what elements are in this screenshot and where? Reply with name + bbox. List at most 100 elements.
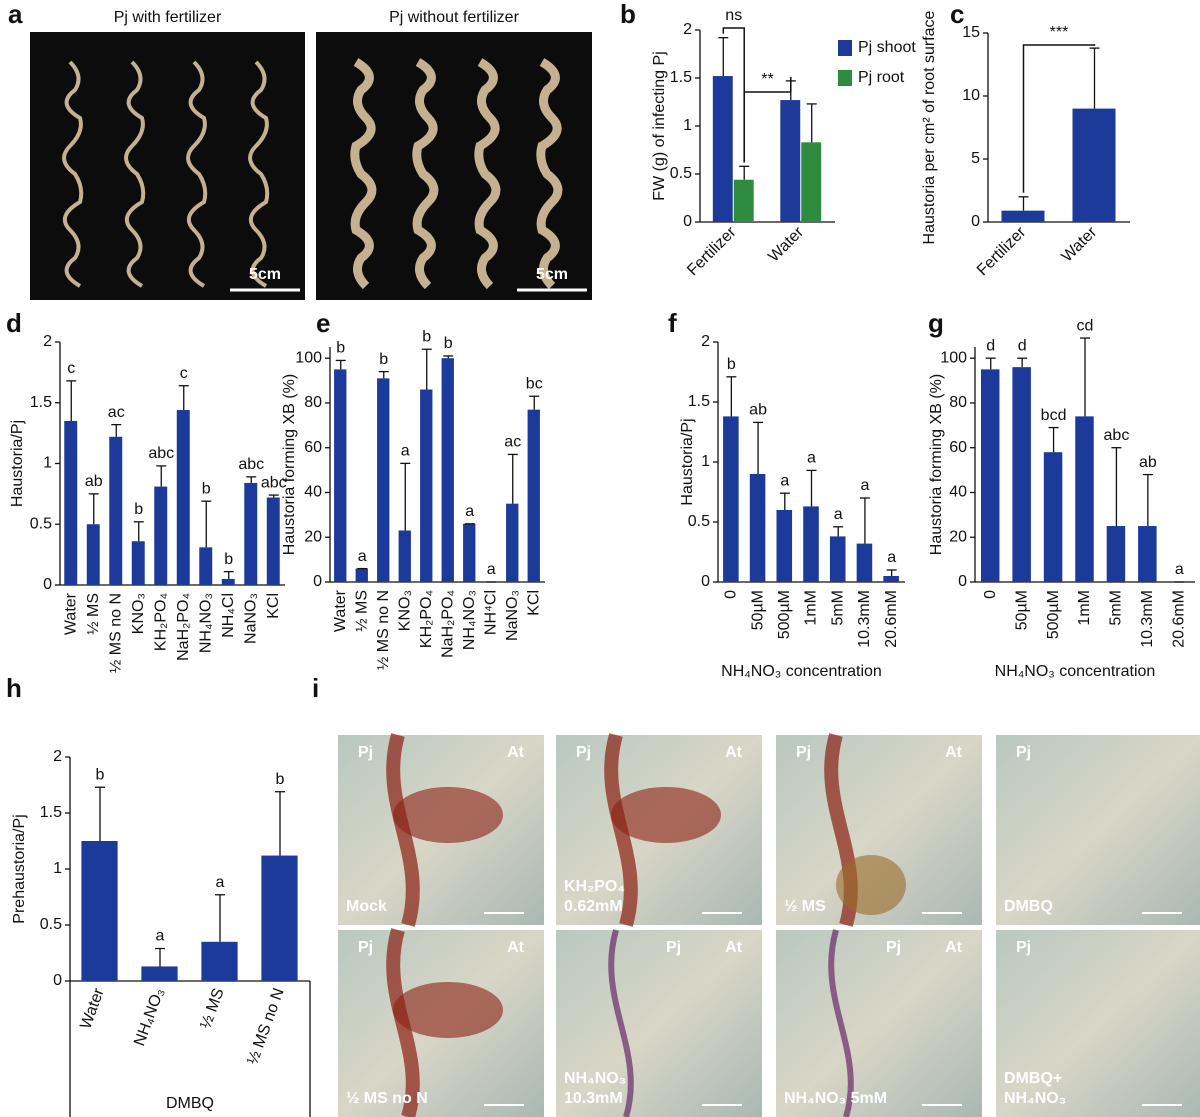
micrograph (556, 930, 762, 1117)
legend-swatch (838, 70, 852, 86)
y-axis-label: FW (g) of infecting Pj (651, 51, 668, 200)
bar (109, 436, 123, 585)
significance-letter: b (96, 766, 105, 783)
stain-drawing (393, 982, 503, 1038)
significance-letter: cd (1077, 317, 1094, 334)
x-tick-label: ½ MS no N (375, 590, 392, 670)
y-tick-label: 1.5 (30, 394, 52, 411)
y-tick-label: 0.5 (40, 916, 62, 933)
root-drawing (474, 58, 501, 290)
significance-letter: a (834, 506, 843, 523)
panel-letter: a (8, 0, 23, 29)
bar (463, 523, 476, 582)
treatment-label: ½ MS no N (346, 1090, 428, 1107)
treatment-label: DMBQ (1004, 898, 1053, 915)
x-tick-label: 50µM (749, 590, 766, 630)
y-tick-label: 1.5 (40, 804, 62, 821)
x-tick-label: KCl (525, 590, 542, 616)
micrograph (996, 735, 1200, 925)
significance-letter: b (727, 356, 736, 373)
tissue-label: Pj (796, 744, 811, 761)
tissue-label: At (945, 744, 963, 761)
y-tick-label: 40 (949, 484, 967, 501)
bar (856, 543, 873, 582)
x-tick-label: 0 (982, 590, 999, 599)
bar (803, 506, 819, 582)
x-axis-label: NH₄NO₃ concentration (995, 663, 1156, 680)
treatment-label: DMBQ+ (1004, 1070, 1062, 1087)
significance-letter: b (276, 771, 285, 788)
panel-letter: g (928, 308, 944, 338)
y-tick-label: 60 (304, 439, 322, 456)
bar (334, 369, 347, 582)
significance-letter: abc (238, 456, 264, 473)
bar (1138, 526, 1157, 582)
root-drawing (62, 60, 84, 288)
x-tick-label: NaNO₃ (504, 590, 521, 641)
bar (355, 568, 368, 582)
tissue-label: At (725, 939, 743, 956)
x-tick-label: NaNO₃ (242, 593, 259, 644)
bar (398, 530, 411, 582)
significance-letter: abc (261, 474, 287, 491)
y-axis-label: Haustoria forming XB (%) (928, 374, 945, 555)
y-tick-label: 60 (949, 439, 967, 456)
x-tick-label: 0 (723, 590, 740, 599)
significance-letter: abc (148, 445, 174, 462)
tissue-label: Pj (666, 939, 681, 956)
y-axis-label: Haustoria forming XB (%) (281, 374, 298, 555)
tissue-label: At (725, 744, 743, 761)
bar (506, 503, 519, 582)
x-tick-label: Water (77, 985, 108, 1031)
bar (199, 547, 213, 585)
bar (131, 541, 145, 585)
bar (1043, 452, 1063, 582)
x-tick-label: 500µM (776, 590, 793, 639)
bar (221, 578, 235, 585)
significance-letter: a (887, 549, 896, 566)
y-tick-label: 0.5 (688, 513, 710, 530)
root-drawing (350, 58, 377, 290)
x-tick-label: Fertilizer (684, 223, 740, 279)
tissue-label: Pj (886, 939, 901, 956)
significance-letter: ab (85, 473, 103, 490)
y-tick-label: 2 (683, 21, 692, 38)
significance-letter: ab (1139, 454, 1157, 471)
tissue-label: Pj (358, 939, 373, 956)
significance-letter: a (487, 561, 496, 578)
scale-label: 5cm (249, 266, 281, 283)
x-axis-label: DMBQ (166, 1095, 214, 1112)
significance-letter: b (444, 335, 453, 352)
y-tick-label: 1 (701, 453, 710, 470)
bar (1075, 416, 1094, 582)
y-tick-label: 2 (53, 748, 62, 765)
x-tick-label: ½ MS no N (244, 986, 287, 1067)
significance-letter: bc (526, 375, 543, 392)
y-tick-label: 0 (313, 573, 322, 590)
bar (980, 369, 1000, 582)
bar (749, 474, 766, 582)
significance-letter: a (358, 548, 367, 565)
x-tick-label: Water (62, 592, 79, 635)
bar (723, 416, 739, 582)
x-tick-label: NH₄NO₃ (131, 986, 168, 1048)
x-tick-label: 50µM (1013, 590, 1030, 630)
x-tick-label: Water (765, 223, 807, 265)
bar (201, 941, 238, 981)
x-tick-label: 500µM (1045, 590, 1062, 639)
legend-swatch (838, 40, 852, 56)
significance-letter: a (465, 503, 474, 520)
x-tick-label: KCl (265, 593, 282, 619)
y-tick-label: 1 (43, 455, 52, 472)
x-tick-label: Water (332, 589, 349, 632)
significance-letter: c (180, 365, 188, 382)
y-axis-label: Haustoria per cm² of root surface (921, 10, 938, 244)
x-tick-label: NaH₂PO₄ (175, 593, 192, 661)
x-tick-label: 20.6mM (1171, 590, 1188, 648)
x-tick-label: NH⁴Cl (482, 590, 499, 635)
root-drawing (248, 60, 270, 288)
significance-label: ns (725, 7, 742, 24)
significance-letter: d (986, 337, 995, 354)
significance-label: *** (1050, 24, 1069, 41)
